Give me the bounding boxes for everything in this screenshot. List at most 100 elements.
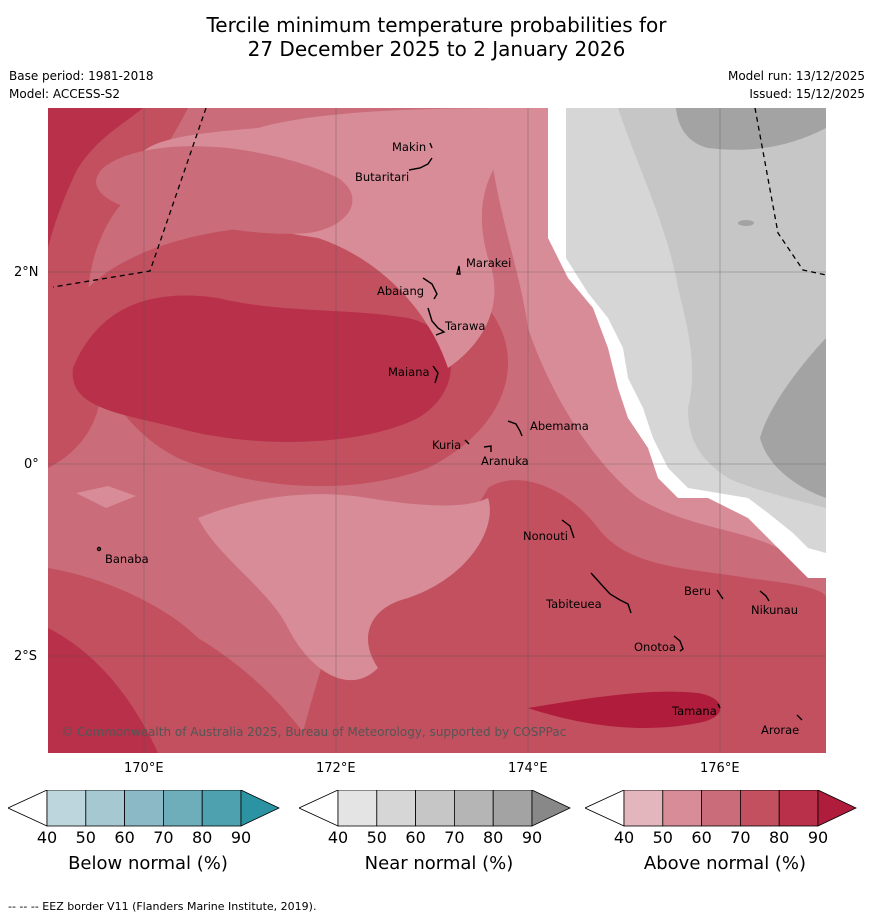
above-normal-segment [739, 790, 780, 827]
above-normal-colorbar [585, 790, 857, 827]
lon-label-176e: 176°E [700, 761, 740, 776]
near-normal-colorbar [299, 790, 571, 827]
below-normal-tick-label: 40 [36, 828, 58, 847]
label-tabiteuea: Tabiteuea [545, 597, 602, 611]
above-normal-tick-label: 50 [652, 828, 673, 847]
island-tarawa [427, 307, 446, 336]
eez-border-east [754, 108, 826, 276]
near-normal-tick-label: 80 [483, 828, 504, 847]
near-normal-tick-label: 50 [366, 828, 387, 847]
islands [96, 142, 803, 721]
zone-southwest-60 [198, 494, 490, 681]
label-maiana: Maiana [388, 365, 430, 379]
island-onotoa [673, 635, 684, 652]
island-tamana [717, 703, 721, 709]
above-normal-segment [701, 790, 741, 827]
above-normal-tick-label: 40 [613, 828, 635, 847]
below-normal-segment [162, 790, 203, 827]
label-beru: Beru [684, 584, 711, 598]
near-normal-tick-label: 60 [405, 828, 426, 847]
label-butaritari: Butaritari [355, 170, 409, 184]
island-abemama [507, 420, 523, 437]
copyright: © Commonwealth of Australia 2025, Bureau… [61, 725, 566, 739]
above-normal-tick-label: 60 [691, 828, 712, 847]
label-tarawa: Tarawa [444, 319, 485, 333]
base-period: Base period: 1981-2018 [9, 69, 154, 83]
label-arorae: Arorae [761, 723, 799, 737]
model-run: Model run: 13/12/2025 [727, 69, 865, 83]
above-normal-colorbar-title: Above normal (%) [643, 853, 807, 874]
lat-label-2s: 2°S [14, 649, 38, 664]
label-marakei: Marakei [466, 256, 511, 270]
near-normal-segment [337, 790, 378, 827]
below-normal-under-triangle [8, 790, 48, 827]
island-tabiteuea [590, 572, 632, 614]
label-abemama: Abemama [530, 419, 589, 433]
above-normal-tick-label: 90 [807, 828, 829, 847]
near-normal-tick-label: 70 [444, 828, 465, 847]
model-name: Model: ACCESS-S2 [9, 87, 121, 101]
zone-near-normal-dot [738, 220, 754, 226]
above-normal-tick-label: 70 [730, 828, 751, 847]
below-normal-segment [201, 790, 242, 827]
label-banaba: Banaba [105, 552, 149, 566]
lon-label-174e: 174°E [508, 761, 548, 776]
near-normal-segment [453, 790, 494, 827]
label-kuria: Kuria [432, 438, 461, 452]
title-line-1: Tercile minimum temperature probabilitie… [206, 13, 667, 37]
label-tamana: Tamana [671, 704, 717, 718]
near-normal-over-triangle [531, 790, 571, 827]
below-normal-segment [124, 790, 164, 827]
above-normal-over-triangle [817, 790, 857, 827]
eez-footnote: -- -- -- EEZ border V11 (Flanders Marine… [8, 900, 317, 913]
near-normal-under-triangle [299, 790, 339, 827]
near-normal-segment [415, 790, 455, 827]
eez-border-west [52, 108, 207, 288]
below-normal-tick-label: 80 [192, 828, 213, 847]
zone-south-80 [528, 691, 721, 728]
label-nonouti: Nonouti [523, 529, 568, 543]
below-normal-segment [85, 790, 126, 827]
near-normal-tick-label: 90 [521, 828, 543, 847]
near-normal-segment [492, 790, 533, 827]
zone-near-normal-north [676, 108, 826, 150]
above-normal-tick-label: 80 [769, 828, 790, 847]
island-aranuka [483, 445, 492, 452]
zone-central-80 [72, 295, 451, 442]
label-aranuka: Aranuka [481, 454, 529, 468]
below-normal-segment [46, 790, 87, 827]
zone-small-60 [76, 486, 136, 508]
issued-date: Issued: 15/12/2025 [749, 87, 865, 101]
above-normal-segment [623, 790, 664, 827]
island-arorae [796, 714, 803, 721]
title-line-2: 27 December 2025 to 2 January 2026 [247, 37, 626, 61]
below-normal-tick-label: 90 [230, 828, 252, 847]
zone-upper-left-80 [48, 108, 143, 248]
island-makin [429, 142, 433, 149]
below-normal-tick-label: 60 [114, 828, 135, 847]
zone-south-west-80 [48, 628, 158, 753]
below-normal-tick-label: 50 [75, 828, 96, 847]
island-nikunau [759, 590, 770, 602]
lat-label-2n: 2°N [14, 265, 39, 280]
island-abaiang [422, 277, 438, 300]
island-banaba [96, 546, 102, 552]
below-normal-tick-label: 70 [153, 828, 174, 847]
zone-near-normal-east [760, 338, 826, 498]
above-normal-segment [662, 790, 703, 827]
near-normal-tick-label: 40 [327, 828, 349, 847]
label-makin: Makin [392, 140, 426, 154]
island-maiana [432, 365, 439, 384]
lon-label-172e: 172°E [316, 761, 356, 776]
above-normal-under-triangle [585, 790, 625, 827]
label-nikunau: Nikunau [751, 603, 798, 617]
island-kuria [464, 439, 470, 445]
zone-north-west-70 [96, 146, 353, 234]
below-normal-colorbar [8, 790, 280, 827]
label-onotoa: Onotoa [634, 640, 676, 654]
below-normal-colorbar-title: Below normal (%) [68, 853, 228, 874]
island-butaritari [408, 157, 433, 171]
below-normal-over-triangle [240, 790, 280, 827]
island-marakei [456, 265, 461, 275]
island-beru [716, 589, 724, 600]
